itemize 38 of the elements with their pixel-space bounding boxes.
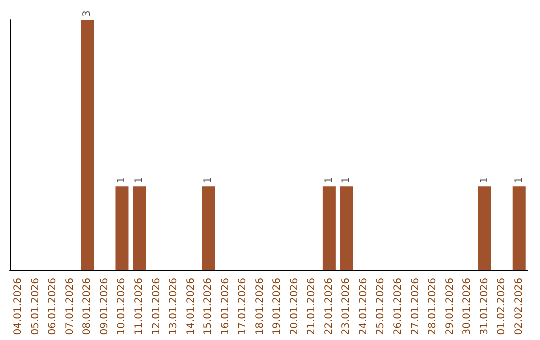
x-tick-label: 26.01.2026 xyxy=(393,278,404,336)
x-tick-label: 16.01.2026 xyxy=(220,278,232,336)
data-label: 1 xyxy=(116,177,128,184)
data-label: 1 xyxy=(479,177,490,184)
x-tick-label: 07.01.2026 xyxy=(64,278,76,336)
x-tick-label: 08.01.2026 xyxy=(82,278,94,336)
x-tick-label: 28.01.2026 xyxy=(428,278,439,336)
x-tick-label: 25.01.2026 xyxy=(376,278,387,336)
data-label: 1 xyxy=(134,177,145,184)
x-tick-label: 22.01.2026 xyxy=(324,278,335,336)
x-tick-label: 11.01.2026 xyxy=(134,278,145,336)
x-tick-label: 04.01.2026 xyxy=(13,278,24,336)
x-tick-label: 15.01.2026 xyxy=(203,278,214,336)
x-tick-label: 21.01.2026 xyxy=(306,278,318,336)
x-tick-label: 18.01.2026 xyxy=(254,278,266,336)
x-tick-label: 01.02.2026 xyxy=(496,278,508,336)
x-tick-label: 24.01.2026 xyxy=(358,278,370,336)
x-tick-label: 31.01.2026 xyxy=(479,278,490,336)
data-label: 1 xyxy=(341,177,352,184)
x-tick-label: 30.01.2026 xyxy=(462,278,474,336)
x-tick-label: 23.01.2026 xyxy=(341,278,352,336)
x-tick-label: 02.02.2026 xyxy=(514,278,525,336)
x-tick-label: 06.01.2026 xyxy=(48,278,59,336)
data-label: 1 xyxy=(324,177,335,184)
data-label: 3 xyxy=(82,10,94,17)
x-tick-label: 20.01.2026 xyxy=(289,278,300,336)
x-tick-label: 12.01.2026 xyxy=(151,278,162,336)
data-label: 1 xyxy=(514,177,525,184)
x-tick-label: 14.01.2026 xyxy=(186,278,197,336)
x-tick-label: 10.01.2026 xyxy=(116,278,128,336)
x-tick-label: 29.01.2026 xyxy=(444,278,456,336)
x-tick-label: 13.01.2026 xyxy=(168,278,180,336)
x-tick-label: 19.01.2026 xyxy=(272,278,284,336)
x-tick-label: 05.01.2026 xyxy=(30,278,42,336)
x-tick-label: 17.01.2026 xyxy=(238,278,249,336)
x-tick-label: 27.01.2026 xyxy=(410,278,422,336)
data-label: 1 xyxy=(203,177,214,184)
x-tick-label: 09.01.2026 xyxy=(99,278,110,336)
